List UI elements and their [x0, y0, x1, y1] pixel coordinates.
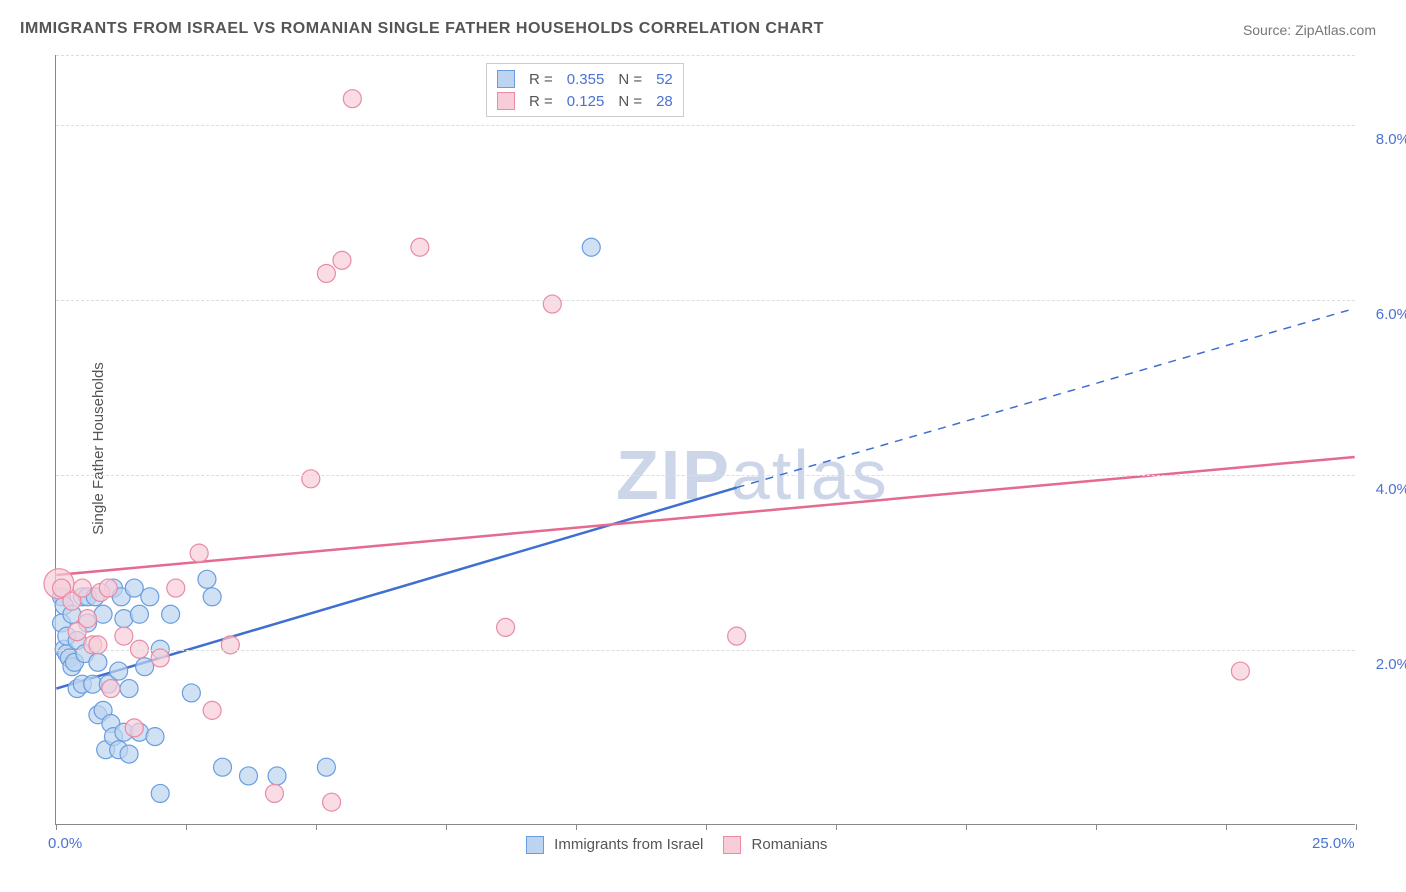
x-tick	[1226, 824, 1227, 830]
scatter-point	[343, 90, 361, 108]
scatter-point	[265, 784, 283, 802]
source-label: Source:	[1243, 22, 1295, 38]
scatter-point	[125, 719, 143, 737]
legend-bottom-swatch-2	[723, 836, 741, 854]
x-tick	[446, 824, 447, 830]
gridline	[56, 300, 1355, 301]
scatter-point	[136, 658, 154, 676]
scatter-point	[317, 758, 335, 776]
scatter-point	[89, 653, 107, 671]
scatter-point	[240, 767, 258, 785]
scatter-point	[728, 627, 746, 645]
x-tick	[56, 824, 57, 830]
scatter-point	[89, 636, 107, 654]
scatter-point	[190, 544, 208, 562]
scatter-point	[167, 579, 185, 597]
scatter-point	[141, 588, 159, 606]
scatter-point	[411, 238, 429, 256]
gridline	[56, 475, 1355, 476]
x-tick	[706, 824, 707, 830]
scatter-point	[120, 745, 138, 763]
x-tick	[186, 824, 187, 830]
scatter-point	[203, 701, 221, 719]
scatter-point	[323, 793, 341, 811]
x-tick-label: 25.0%	[1312, 835, 1355, 852]
plot-svg	[56, 55, 1355, 824]
scatter-point	[102, 680, 120, 698]
y-tick-label: 2.0%	[1376, 656, 1406, 673]
scatter-point	[162, 605, 180, 623]
scatter-point	[79, 610, 97, 628]
legend-bottom-label-2: Romanians	[752, 836, 828, 853]
scatter-point	[125, 579, 143, 597]
legend-bottom-swatch-1	[526, 836, 544, 854]
source-name: ZipAtlas.com	[1295, 22, 1376, 38]
y-tick-label: 8.0%	[1376, 131, 1406, 148]
source-credit: Source: ZipAtlas.com	[1243, 22, 1376, 38]
scatter-point	[146, 728, 164, 746]
scatter-point	[317, 264, 335, 282]
scatter-point	[151, 784, 169, 802]
x-tick	[576, 824, 577, 830]
scatter-point	[268, 767, 286, 785]
scatter-point	[151, 649, 169, 667]
plot-area: ZIPatlas R = 0.355 N = 52 R = 0.125 N = …	[55, 55, 1355, 825]
scatter-point	[1231, 662, 1249, 680]
scatter-point	[203, 588, 221, 606]
gridline	[56, 125, 1355, 126]
x-tick-label: 0.0%	[48, 835, 82, 852]
legend-item-2: Romanians	[723, 836, 827, 854]
scatter-point	[214, 758, 232, 776]
scatter-point	[120, 680, 138, 698]
chart-container: IMMIGRANTS FROM ISRAEL VS ROMANIAN SINGL…	[0, 0, 1406, 892]
y-tick-label: 6.0%	[1376, 306, 1406, 323]
scatter-point	[497, 618, 515, 636]
gridline	[56, 650, 1355, 651]
scatter-point	[110, 662, 128, 680]
x-tick	[316, 824, 317, 830]
x-tick	[836, 824, 837, 830]
x-tick	[966, 824, 967, 830]
x-tick	[1356, 824, 1357, 830]
chart-title: IMMIGRANTS FROM ISRAEL VS ROMANIAN SINGL…	[20, 20, 824, 38]
scatter-point	[198, 570, 216, 588]
trend-line-dashed	[737, 308, 1355, 487]
scatter-point	[73, 579, 91, 597]
scatter-point	[302, 470, 320, 488]
scatter-point	[333, 251, 351, 269]
series-legend: Immigrants from Israel Romanians	[526, 836, 827, 854]
legend-item-1: Immigrants from Israel	[526, 836, 703, 854]
scatter-point	[182, 684, 200, 702]
scatter-point	[221, 636, 239, 654]
gridline	[56, 55, 1355, 56]
scatter-point	[582, 238, 600, 256]
y-tick-label: 4.0%	[1376, 481, 1406, 498]
scatter-point	[130, 605, 148, 623]
scatter-point	[99, 579, 117, 597]
x-tick	[1096, 824, 1097, 830]
legend-bottom-label-1: Immigrants from Israel	[554, 836, 703, 853]
scatter-point	[115, 627, 133, 645]
scatter-point	[543, 295, 561, 313]
